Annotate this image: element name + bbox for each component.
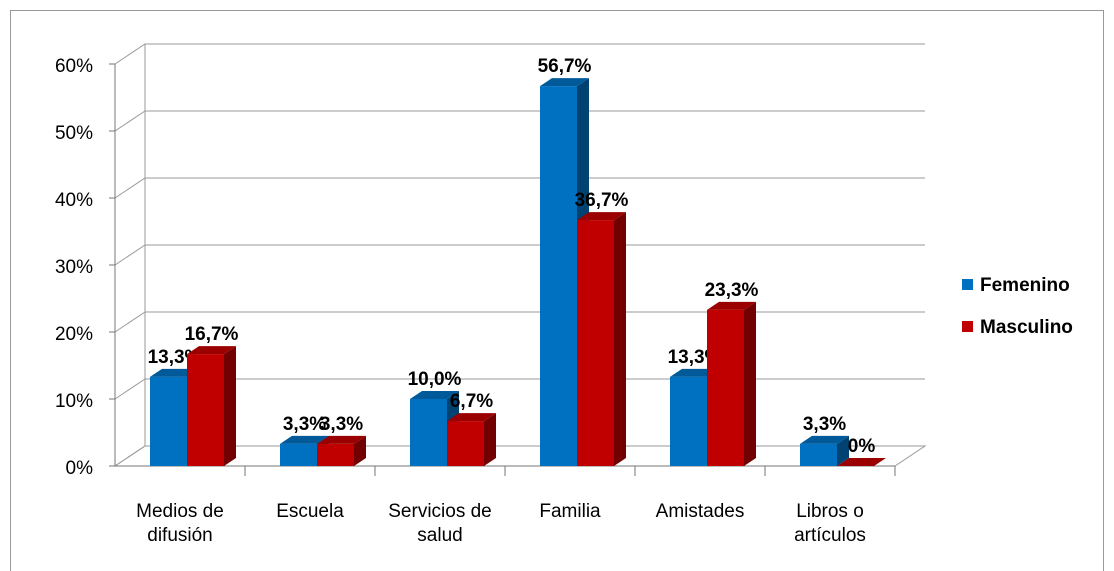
y-tick-label: 10% xyxy=(55,391,93,412)
data-label: 3,3% xyxy=(320,414,363,435)
bar xyxy=(150,376,187,466)
x-tick-label: Familia xyxy=(539,501,601,522)
bar-top xyxy=(280,435,329,444)
bar-side xyxy=(484,413,496,466)
data-label: 16,7% xyxy=(185,324,239,345)
y-tick-label: 20% xyxy=(55,324,93,345)
bar xyxy=(707,309,744,466)
y-tick-label: 60% xyxy=(55,56,93,77)
bar-top xyxy=(540,78,589,87)
bar xyxy=(447,421,484,466)
bar xyxy=(410,399,447,466)
grid-line xyxy=(114,378,925,400)
bar-side xyxy=(614,212,626,466)
grid-line xyxy=(114,445,925,467)
grid-line xyxy=(114,311,925,333)
data-label: 56,7% xyxy=(538,56,592,77)
bar-top xyxy=(577,212,626,221)
y-tick-label: 30% xyxy=(55,257,93,278)
data-label: 23,3% xyxy=(705,280,759,301)
data-label: 36,7% xyxy=(575,190,629,211)
legend-label: Femenino xyxy=(980,275,1070,296)
data-label: 6,7% xyxy=(450,391,493,412)
data-label: 3,3% xyxy=(283,414,326,435)
legend-swatch xyxy=(962,279,973,290)
bar-top xyxy=(410,391,459,399)
bar xyxy=(317,443,354,466)
bar xyxy=(540,86,577,467)
bar-side xyxy=(224,346,236,466)
bar-top xyxy=(707,301,756,310)
grid-line xyxy=(114,110,925,132)
x-tick-label: Escuela xyxy=(276,501,344,522)
bar-side xyxy=(837,435,849,466)
legend-label: Masculino xyxy=(980,317,1073,338)
bar-top xyxy=(317,435,366,444)
bar-top xyxy=(670,368,719,377)
bar-top xyxy=(150,368,199,377)
legend-swatch xyxy=(962,321,973,332)
bar xyxy=(800,443,837,466)
y-tick-label: 50% xyxy=(55,123,93,144)
bar xyxy=(280,443,317,466)
grid-line xyxy=(114,244,925,266)
grid-line xyxy=(114,43,925,65)
bar-top xyxy=(187,346,236,355)
chart-border xyxy=(10,10,1104,571)
y-tick-label: 40% xyxy=(55,190,93,211)
x-tick-label: Medios de difusión xyxy=(136,501,224,546)
bar xyxy=(577,220,614,466)
data-label: 3,3% xyxy=(803,414,846,435)
bar-top xyxy=(800,435,849,444)
bar-side xyxy=(354,435,366,466)
bar xyxy=(187,354,224,466)
x-tick-label: Servicios de salud xyxy=(388,501,492,546)
bar-top xyxy=(447,413,496,422)
bar xyxy=(670,376,707,466)
x-tick-label: Libros o artículos xyxy=(794,501,866,546)
y-tick-label: 0% xyxy=(66,458,94,479)
grid-line xyxy=(114,177,925,199)
bar-top xyxy=(837,458,886,466)
data-label: 10,0% xyxy=(408,369,462,390)
bar-side xyxy=(744,301,756,466)
x-tick-label: Amistades xyxy=(655,501,745,522)
data-label: 0% xyxy=(848,436,876,457)
